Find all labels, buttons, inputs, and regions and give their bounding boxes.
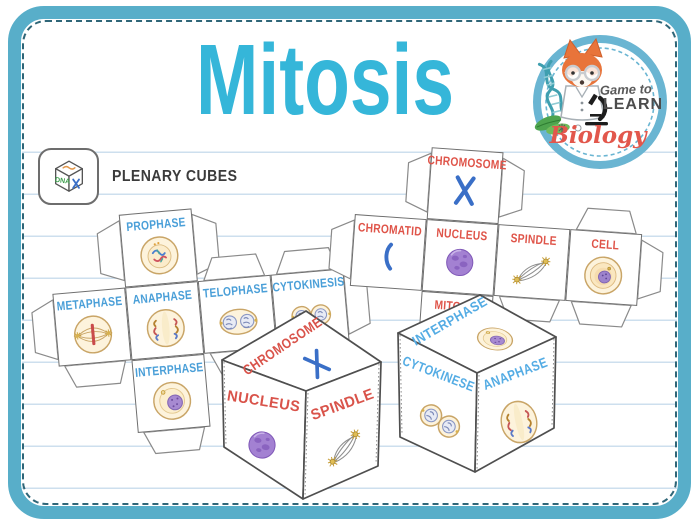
assembled-cube-structures: CHROMOSOME NUCLEUS SPINDLE	[221, 310, 382, 500]
badge-dashed-ring	[545, 47, 655, 157]
page-title-text: Mitosis	[196, 24, 454, 136]
net-face-cell: CELL	[565, 229, 643, 306]
face-label: SPINDLE	[510, 230, 558, 249]
cube-net-phases: PROPHASE METAPHASE ANAPHASE TELOPHASE CY…	[31, 196, 371, 455]
assembled-cube-phases: INTERPHASE CYTOKINESE ANAPHASE	[397, 294, 557, 473]
nucleus-illustration	[439, 242, 480, 283]
net-face-prophase: PROPHASE	[118, 208, 198, 288]
gene-scribble	[61, 165, 76, 170]
anaphase-cell-illustration	[141, 304, 189, 352]
asterisk-mark	[558, 123, 566, 133]
cube-icon: DNA	[54, 160, 83, 192]
stitched-edges	[223, 361, 380, 497]
dot-mark	[574, 124, 582, 132]
chromatid-illustration	[369, 237, 407, 275]
plenary-section: DNA PLENARY CUBES	[38, 148, 255, 205]
dna-helix-icon	[537, 59, 569, 121]
face-label: CHROMOSOME	[426, 152, 507, 173]
page-title: Mitosis	[196, 24, 454, 136]
face-label: METAPHASE	[56, 293, 124, 314]
net-face-metaphase: METAPHASE	[52, 287, 132, 367]
plenary-cube-icon: DNA	[38, 148, 99, 205]
face-label: CHROMATID	[357, 220, 423, 239]
cube-right-face	[302, 361, 382, 500]
net-glue-tabs	[31, 213, 371, 455]
face-label: CELL	[591, 236, 620, 253]
logo-badge-art: Game to LEARN Biology	[533, 35, 667, 169]
cube-net-structures: CHROMOSOME CHROMATID NUCLEUS SPINDLE CEL…	[328, 142, 664, 378]
logo-biology: Biology	[548, 122, 648, 149]
net-face-interphase: INTERPHASE	[131, 353, 211, 433]
dna-label: DNA	[54, 175, 70, 185]
logo-game-to: Game to	[600, 81, 653, 98]
logo-learn: LEARN	[603, 96, 663, 113]
glasses-icon	[564, 64, 601, 82]
face-label: NUCLEUS	[435, 225, 488, 244]
mini-chromosome-icon	[71, 178, 80, 189]
interphase-cell-illustration	[148, 377, 196, 425]
prophase-cell-illustration	[135, 232, 183, 280]
net-face-chromosome: CHROMOSOME	[426, 147, 507, 225]
net-face-anaphase: ANAPHASE	[125, 281, 205, 361]
metaphase-cell-illustration	[69, 311, 117, 359]
microscope-icon	[585, 93, 608, 126]
chromosome-illustration	[444, 170, 485, 211]
cell-illustration	[580, 252, 627, 299]
net-glue-tabs	[328, 152, 664, 328]
logo-badge: Game to LEARN Biology	[528, 30, 672, 174]
plenary-label: PLENARY CUBES	[112, 167, 238, 185]
stitched-edges	[399, 334, 555, 471]
face-label: INTERPHASE	[134, 360, 204, 380]
net-face-chromatid: CHROMATID	[349, 214, 427, 291]
